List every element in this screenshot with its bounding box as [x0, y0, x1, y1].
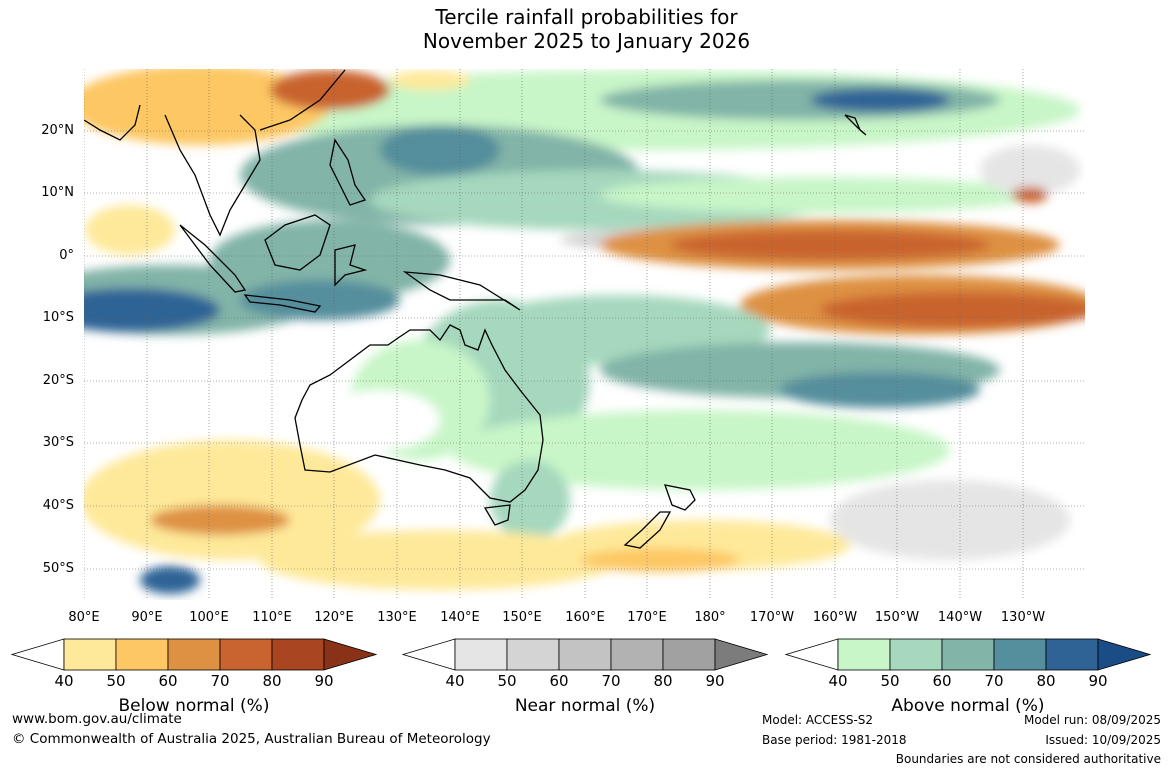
colorbar-tick-label: 90	[314, 672, 334, 690]
colorbar-title: Near normal (%)	[514, 696, 656, 716]
longitude-label: 150°E	[502, 610, 542, 625]
colorbar-segment	[889, 638, 943, 671]
colorbars	[10, 638, 1152, 671]
colorbar-tick-label: 60	[932, 672, 952, 690]
new-zealand-north-coastline	[664, 484, 696, 511]
longitude-label: 170°E	[627, 610, 667, 625]
model-run-text: Model run: 08/09/2025	[1023, 713, 1161, 727]
tasmania-coastline	[483, 504, 511, 526]
longitude-label: 120°E	[314, 610, 354, 625]
colorbar-tick-label: 80	[1036, 672, 1056, 690]
sumatra-coastline	[179, 224, 247, 293]
philippines-coastline	[329, 138, 367, 206]
colorbar-tick-label: 70	[601, 672, 621, 690]
colorbar-tick-label: 40	[54, 672, 74, 690]
above-patch-hawaii	[810, 88, 950, 112]
colorbar-title: Above normal (%)	[891, 696, 1045, 716]
new-zealand-south-coastline	[623, 511, 672, 549]
colorbar-segment	[1045, 638, 1099, 671]
colorbar-segment	[506, 638, 560, 671]
latitude-label: 30°S	[42, 435, 74, 450]
australia-coastline	[294, 324, 544, 503]
colorbar-title: Below normal (%)	[118, 696, 270, 716]
longitude-label: 80°E	[68, 610, 100, 625]
colorbar-tick-label: 60	[158, 672, 178, 690]
latitude-label: 20°N	[41, 123, 74, 138]
below-patch-south-china	[270, 70, 390, 110]
above-patch-south-indian	[140, 566, 200, 594]
colorbar-tick-label: 40	[828, 672, 848, 690]
colorbar-segment	[941, 638, 995, 671]
map-title-line2: November 2025 to January 2026	[422, 29, 751, 53]
colorbar-low-arrow	[401, 638, 456, 671]
longitude-label: 150°W	[874, 610, 920, 625]
longitude-label: 140°E	[440, 610, 480, 625]
colorbar-tick-label: 50	[106, 672, 126, 690]
map-field	[84, 69, 1085, 600]
colorbar-segment	[115, 638, 169, 671]
new-guinea-coastline	[402, 271, 521, 311]
colorbar-segment	[837, 638, 891, 671]
colorbar-tick-label: 80	[653, 672, 673, 690]
latitude-label: 20°S	[42, 373, 74, 388]
colorbar-segment	[558, 638, 612, 671]
colorbar-tick-label: 50	[880, 672, 900, 690]
model-text: Model: ACCESS-S2	[762, 713, 874, 727]
colorbar-tick-label: 50	[497, 672, 517, 690]
colorbar-tick-label: 60	[549, 672, 569, 690]
india-coastline	[84, 104, 141, 141]
colorbar-tick-label: 90	[1088, 672, 1108, 690]
colorbar-high-arrow	[714, 638, 769, 671]
graticule	[84, 69, 1085, 600]
longitude-label: 130°E	[377, 610, 417, 625]
colorbar-tick-label: 70	[210, 672, 230, 690]
coastlines	[84, 69, 867, 549]
hawaii-coastline	[844, 114, 867, 136]
indochina-coastline	[164, 114, 261, 237]
colorbar-low-arrow	[784, 638, 839, 671]
colorbar-segment	[662, 638, 716, 671]
probability-shading	[84, 69, 1085, 594]
copyright-text: © Commonwealth of Australia 2025, Austra…	[12, 731, 491, 747]
longitude-label: 180°	[694, 610, 726, 625]
sulawesi-coastline	[334, 244, 368, 287]
china-coastline	[259, 69, 346, 131]
latitude-label: 0°	[59, 248, 74, 263]
latitude-label: 40°S	[42, 498, 74, 513]
colorbar-segment	[167, 638, 221, 671]
longitude-label: 110°E	[252, 610, 292, 625]
longitude-label: 160°W	[812, 610, 858, 625]
colorbar-tick-label: 70	[984, 672, 1004, 690]
borneo-coastline	[264, 214, 331, 271]
colorbar-tick-label: 40	[445, 672, 465, 690]
java-coastline	[243, 294, 322, 313]
map-title-line1: Tercile rainfall probabilities for	[435, 5, 738, 29]
colorbar-segment	[219, 638, 273, 671]
longitude-label: 130°W	[1000, 610, 1046, 625]
issued-text: Issued: 10/09/2025	[1045, 733, 1161, 747]
colorbar-segment	[454, 638, 508, 671]
base-period-text: Base period: 1981-2018	[762, 733, 907, 747]
colorbar-low-arrow	[10, 638, 65, 671]
latitude-label: 10°N	[41, 185, 74, 200]
longitude-label: 170°W	[749, 610, 795, 625]
longitude-label: 140°W	[937, 610, 983, 625]
latitude-label: 10°S	[42, 310, 74, 325]
colorbar-segment	[993, 638, 1047, 671]
colorbar-segment	[610, 638, 664, 671]
colorbar-segment	[63, 638, 117, 671]
colorbar-tick-label: 90	[705, 672, 725, 690]
colorbar-tick-label: 80	[262, 672, 282, 690]
boundaries-disclaimer: Boundaries are not considered authoritat…	[895, 752, 1161, 766]
longitude-label: 90°E	[131, 610, 163, 625]
colorbar-segment	[271, 638, 325, 671]
below-patch-se-asia	[84, 69, 330, 145]
colorbar-high-arrow	[323, 638, 378, 671]
colorbar-high-arrow	[1097, 638, 1152, 671]
longitude-label: 100°E	[189, 610, 229, 625]
longitude-label: 160°E	[565, 610, 605, 625]
latitude-label: 50°S	[42, 561, 74, 576]
website-link[interactable]: www.bom.gov.au/climate	[12, 711, 182, 727]
